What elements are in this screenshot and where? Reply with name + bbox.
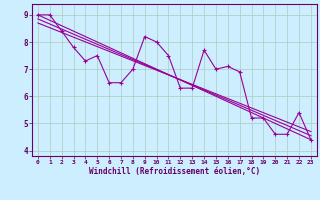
X-axis label: Windchill (Refroidissement éolien,°C): Windchill (Refroidissement éolien,°C) — [89, 167, 260, 176]
